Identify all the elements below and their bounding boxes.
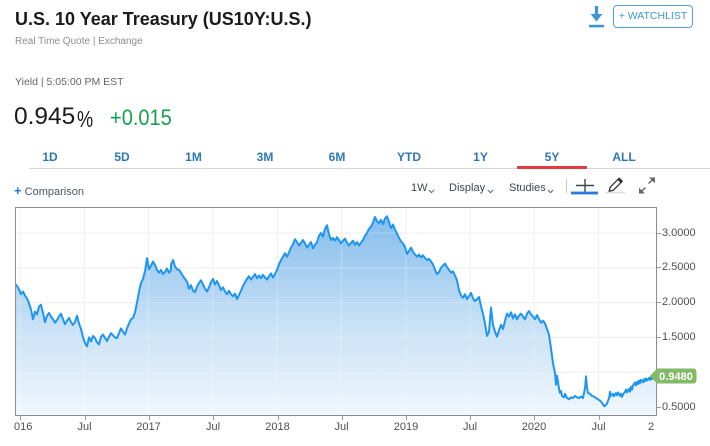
svg-text:0.9480: 0.9480 bbox=[659, 371, 693, 383]
